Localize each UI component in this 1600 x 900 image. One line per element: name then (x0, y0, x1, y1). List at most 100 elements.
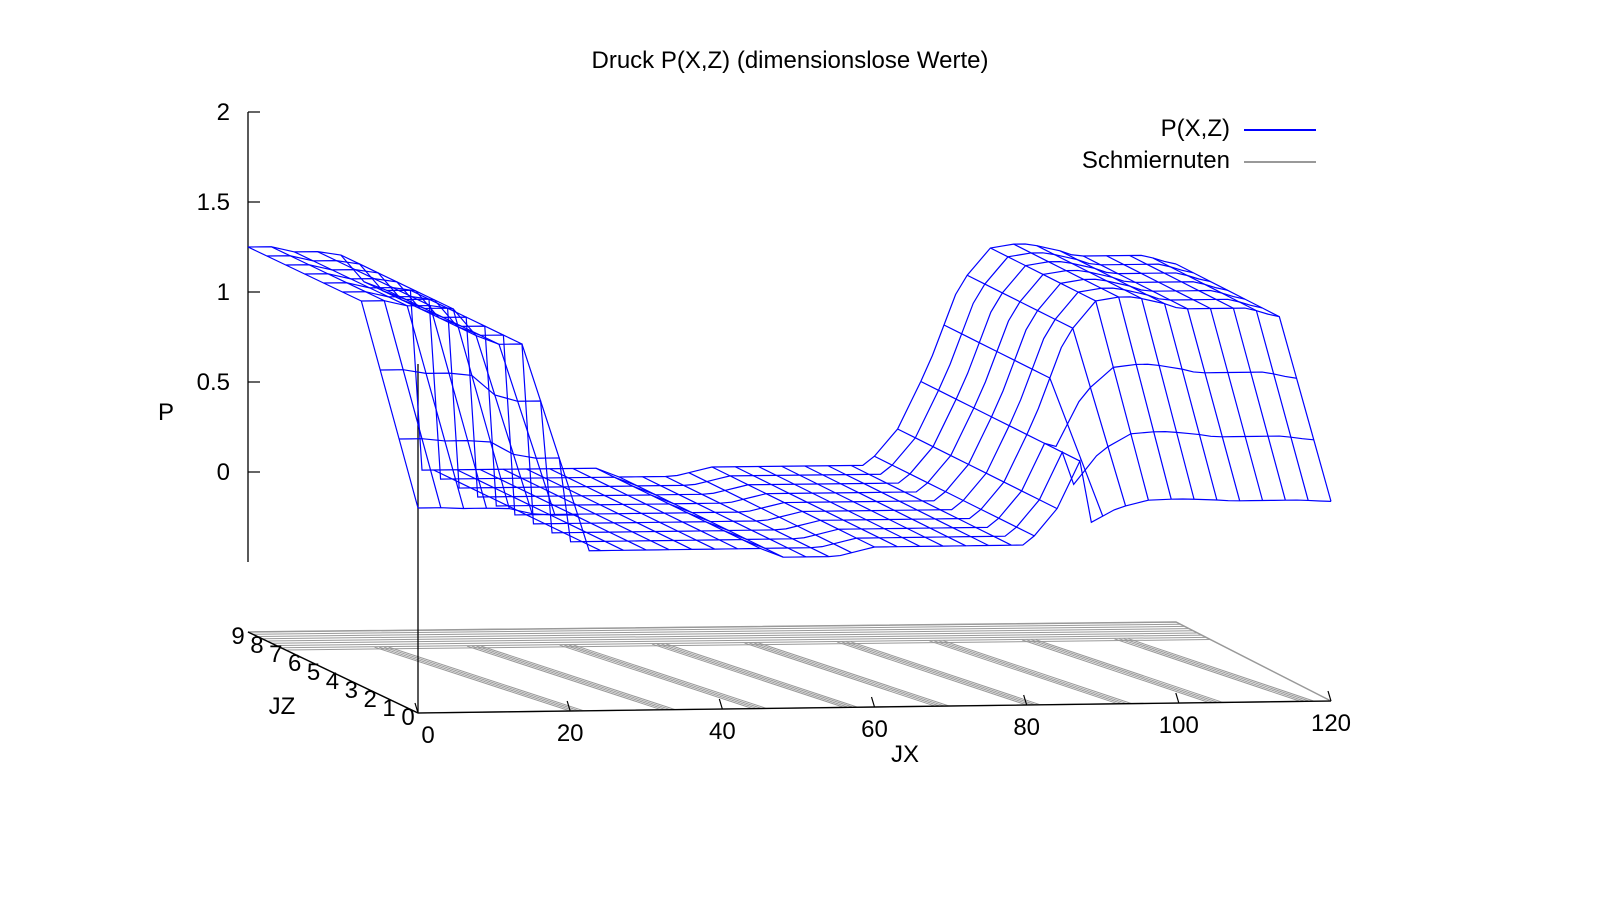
groove-band-line (378, 646, 575, 712)
surface-line-jx (595, 467, 761, 550)
x-tick (870, 696, 876, 708)
surface-line-jx (827, 465, 989, 547)
chart-title: Druck P(X,Z) (dimensionslose Werte) (592, 47, 989, 74)
jz-tick-label: 4 (326, 668, 339, 695)
groove-band-line (758, 642, 950, 707)
surface-line-jx (317, 251, 488, 509)
groove-band-line (480, 645, 676, 711)
x-tick (1023, 694, 1028, 706)
surface-line-jx (572, 467, 738, 550)
surface-line-jz (266, 252, 1194, 487)
x-tick (566, 700, 571, 712)
groove-band-line (383, 646, 580, 712)
groove-band-line (938, 640, 1128, 705)
legend: P(X,Z) Schmiernuten (1082, 115, 1316, 174)
groove-band-line (471, 645, 667, 711)
groove-line (257, 625, 1185, 637)
surface-line-jx (1129, 254, 1286, 501)
surface-line-jx (804, 465, 967, 547)
jz-axis-line (247, 631, 419, 714)
groove-band-line (661, 643, 854, 708)
surface-line-jz (399, 431, 1314, 549)
groove-band-line (1026, 639, 1214, 704)
groove-band-line (651, 643, 845, 708)
surface-line-jx (897, 428, 1058, 510)
groove-band-line (1021, 639, 1210, 704)
surface-line-jx (549, 468, 715, 550)
surface-line-jx (850, 464, 1012, 546)
surface-line-jx (665, 475, 830, 558)
z-axis-label: P (158, 399, 174, 426)
jz-tick-label: 0 (401, 704, 414, 731)
jz-tick-label: 1 (382, 695, 395, 722)
groove-band-line (374, 646, 571, 712)
groove-band-line (573, 644, 767, 709)
groove-band-line (846, 641, 1036, 706)
surface-line-jx (340, 254, 510, 509)
x-tick-label: 80 (1013, 714, 1040, 741)
surface-line-jx (294, 251, 465, 509)
surface-line-jz (323, 278, 1246, 514)
groove-band-line (1128, 638, 1315, 702)
surface-line-jx (1013, 243, 1172, 500)
surface-line-jx (943, 324, 1104, 517)
surface-line-jx (247, 246, 419, 509)
surface-line-jx (386, 289, 556, 516)
surface-line-jz (417, 459, 1332, 558)
x-tick-label: 100 (1159, 712, 1199, 739)
surface-line-jz (247, 243, 1177, 478)
pressure-surface (247, 243, 1332, 558)
z-tick-label: 2 (217, 99, 230, 126)
x-tick-label: 40 (709, 718, 736, 745)
surface-line-jx (1106, 255, 1264, 501)
groove-band-line (748, 642, 941, 707)
surface-line-jx (1059, 250, 1218, 501)
groove-band-line (665, 643, 858, 708)
surface-line-jx (1152, 257, 1309, 501)
z-tick-label: 0.5 (197, 369, 230, 396)
x-tick-label: 0 (421, 722, 434, 749)
legend-label-surface: P(X,Z) (1161, 115, 1230, 142)
z-tick-label: 0 (217, 459, 230, 486)
x-tick (414, 702, 419, 714)
groove-band-line (476, 645, 671, 711)
surface-line-jx (1175, 263, 1332, 502)
x-tick-label: 60 (861, 716, 888, 743)
groove-band-line (1118, 638, 1306, 702)
groove-band-line (850, 641, 1041, 706)
surface-line-jx (734, 466, 898, 548)
legend-label-grooves: Schmiernuten (1082, 147, 1230, 174)
groove-line (271, 632, 1198, 644)
x-tick-label: 120 (1311, 710, 1351, 737)
x-tick-label: 20 (557, 720, 584, 747)
jz-tick-label: 7 (269, 641, 282, 668)
surface-line-jx (874, 455, 1035, 537)
surface-line-jx (270, 246, 442, 508)
x-tick (1175, 692, 1180, 704)
jz-tick-label: 3 (345, 677, 358, 704)
groove-band-line (929, 640, 1119, 705)
surface-line-jx (433, 469, 601, 552)
surface-line-jx (711, 466, 875, 548)
groove-band-line (559, 644, 753, 710)
x-tick (1327, 690, 1332, 702)
groove-line (276, 634, 1202, 646)
groove-band-line (943, 640, 1132, 705)
surface-line-jx (920, 380, 1081, 462)
groove-band-line (1035, 639, 1224, 703)
surface-line-jx (642, 476, 807, 558)
surface-line-jx (1082, 255, 1241, 501)
groove-band-line (1114, 638, 1301, 702)
jz-tick-label: 9 (231, 623, 244, 650)
surface-line-jx (526, 468, 693, 550)
groove-band-line (744, 642, 936, 707)
jz-tick-label: 2 (364, 686, 377, 713)
surface-line-jx (966, 274, 1127, 507)
surface-line-jx (688, 472, 852, 554)
groove-line (281, 636, 1207, 649)
surface-line-jx (758, 465, 921, 547)
x-axis-label: JX (891, 741, 919, 768)
groove-line (247, 621, 1177, 633)
groove-band-line (841, 641, 1032, 706)
